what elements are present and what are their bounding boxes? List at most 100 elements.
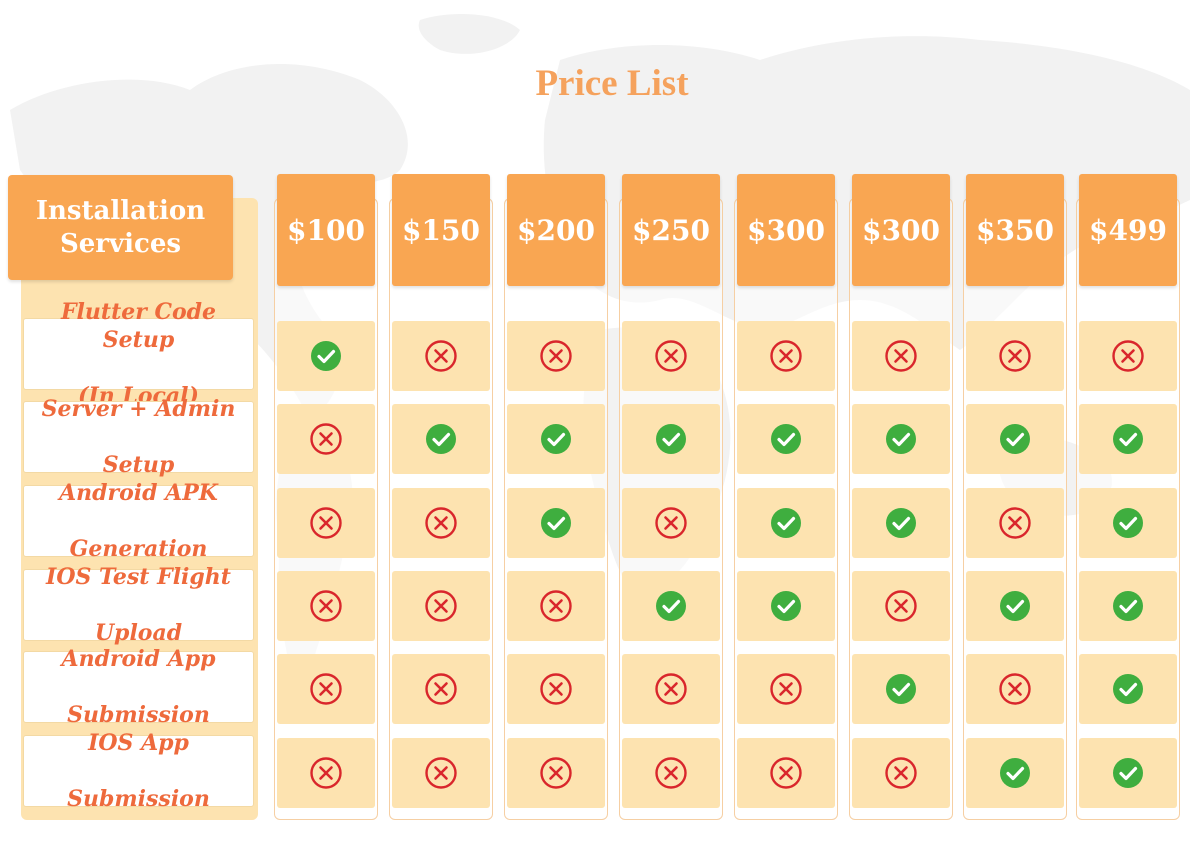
- service-label-line-1: Server + Admin: [41, 396, 236, 422]
- feature-cell: [966, 321, 1064, 391]
- check-circle-icon: [769, 506, 803, 540]
- feature-cell: [622, 571, 720, 641]
- check-circle-icon: [654, 422, 688, 456]
- plan-price: $300: [737, 174, 835, 286]
- check-circle-icon: [769, 589, 803, 623]
- x-circle-icon: [424, 339, 458, 373]
- plan-price: $350: [966, 174, 1064, 286]
- feature-cell: [852, 654, 950, 724]
- check-circle-icon: [1111, 589, 1145, 623]
- x-circle-icon: [539, 756, 573, 790]
- check-circle-icon: [539, 422, 573, 456]
- check-circle-icon: [769, 422, 803, 456]
- service-label-line-2: Generation: [69, 536, 208, 562]
- feature-cell: [622, 404, 720, 474]
- check-circle-icon: [1111, 672, 1145, 706]
- feature-cell: [277, 654, 375, 724]
- service-label-server-admin-setup: Server + Admin Setup: [23, 396, 254, 478]
- feature-cell: [392, 654, 490, 724]
- service-label-line-1: Flutter Code Setup: [60, 299, 217, 353]
- x-circle-icon: [769, 756, 803, 790]
- feature-cell: [507, 738, 605, 808]
- check-circle-icon: [884, 422, 918, 456]
- feature-cell: [622, 654, 720, 724]
- feature-cell: [277, 488, 375, 558]
- service-label-line-1: IOS App: [88, 730, 189, 756]
- plan-price: $300: [852, 174, 950, 286]
- check-circle-icon: [654, 589, 688, 623]
- plan-price: $250: [622, 174, 720, 286]
- feature-cell: [622, 321, 720, 391]
- feature-cell: [1079, 738, 1177, 808]
- feature-cell: [966, 404, 1064, 474]
- service-label-android-app-submission: Android App Submission: [23, 646, 254, 728]
- feature-cell: [392, 571, 490, 641]
- feature-cell: [737, 321, 835, 391]
- service-label-line-2: Submission: [67, 786, 210, 812]
- check-circle-icon: [884, 506, 918, 540]
- x-circle-icon: [998, 339, 1032, 373]
- x-circle-icon: [539, 672, 573, 706]
- x-circle-icon: [654, 672, 688, 706]
- x-circle-icon: [1111, 339, 1145, 373]
- feature-cell: [737, 404, 835, 474]
- feature-cell: [966, 571, 1064, 641]
- page-title: Price List: [535, 63, 689, 104]
- feature-cell: [852, 571, 950, 641]
- x-circle-icon: [309, 589, 343, 623]
- check-circle-icon: [309, 339, 343, 373]
- services-header: Installation Services: [8, 175, 233, 280]
- x-circle-icon: [424, 756, 458, 790]
- check-circle-icon: [1111, 422, 1145, 456]
- feature-cell: [966, 738, 1064, 808]
- x-circle-icon: [884, 589, 918, 623]
- feature-cell: [852, 321, 950, 391]
- feature-cell: [1079, 654, 1177, 724]
- feature-cell: [277, 571, 375, 641]
- x-circle-icon: [309, 672, 343, 706]
- feature-cell: [852, 738, 950, 808]
- service-label-line-2: Setup: [102, 452, 175, 478]
- service-label-line-2: Upload: [94, 620, 183, 646]
- feature-cell: [1079, 404, 1177, 474]
- feature-cell: [507, 488, 605, 558]
- feature-cell: [507, 571, 605, 641]
- feature-cell: [737, 738, 835, 808]
- check-circle-icon: [998, 589, 1032, 623]
- feature-cell: [852, 488, 950, 558]
- feature-cell: [737, 488, 835, 558]
- x-circle-icon: [309, 506, 343, 540]
- feature-cell: [1079, 321, 1177, 391]
- x-circle-icon: [884, 756, 918, 790]
- feature-cell: [737, 654, 835, 724]
- feature-cell: [277, 321, 375, 391]
- service-label-android-apk-generation: Android APK Generation: [23, 480, 254, 562]
- feature-cell: [966, 488, 1064, 558]
- x-circle-icon: [998, 506, 1032, 540]
- x-circle-icon: [654, 756, 688, 790]
- check-circle-icon: [539, 506, 573, 540]
- feature-cell: [392, 488, 490, 558]
- feature-cell: [277, 404, 375, 474]
- x-circle-icon: [769, 339, 803, 373]
- x-circle-icon: [998, 672, 1032, 706]
- services-header-line-2: Services: [59, 228, 181, 259]
- feature-cell: [622, 488, 720, 558]
- feature-cell: [507, 654, 605, 724]
- x-circle-icon: [769, 672, 803, 706]
- plan-price: $200: [507, 174, 605, 286]
- plan-price: $100: [277, 174, 375, 286]
- feature-cell: [622, 738, 720, 808]
- feature-cell: [392, 321, 490, 391]
- feature-cell: [392, 404, 490, 474]
- service-label-ios-test-flight-upload: IOS Test Flight Upload: [23, 564, 254, 646]
- x-circle-icon: [309, 422, 343, 456]
- plan-price: $499: [1079, 174, 1177, 286]
- feature-cell: [277, 738, 375, 808]
- feature-cell: [1079, 571, 1177, 641]
- x-circle-icon: [424, 506, 458, 540]
- check-circle-icon: [998, 756, 1032, 790]
- x-circle-icon: [654, 506, 688, 540]
- service-label-line-2: Submission: [67, 702, 210, 728]
- feature-cell: [507, 404, 605, 474]
